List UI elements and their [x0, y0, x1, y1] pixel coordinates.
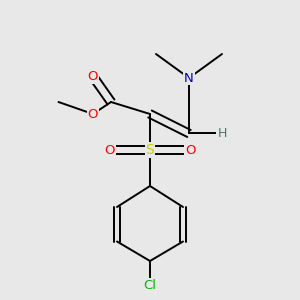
Text: O: O [185, 143, 196, 157]
Text: H: H [217, 127, 227, 140]
Text: S: S [146, 143, 154, 157]
Text: N: N [184, 71, 194, 85]
Text: O: O [88, 107, 98, 121]
Text: O: O [88, 70, 98, 83]
Text: Cl: Cl [143, 279, 157, 292]
Text: O: O [104, 143, 115, 157]
